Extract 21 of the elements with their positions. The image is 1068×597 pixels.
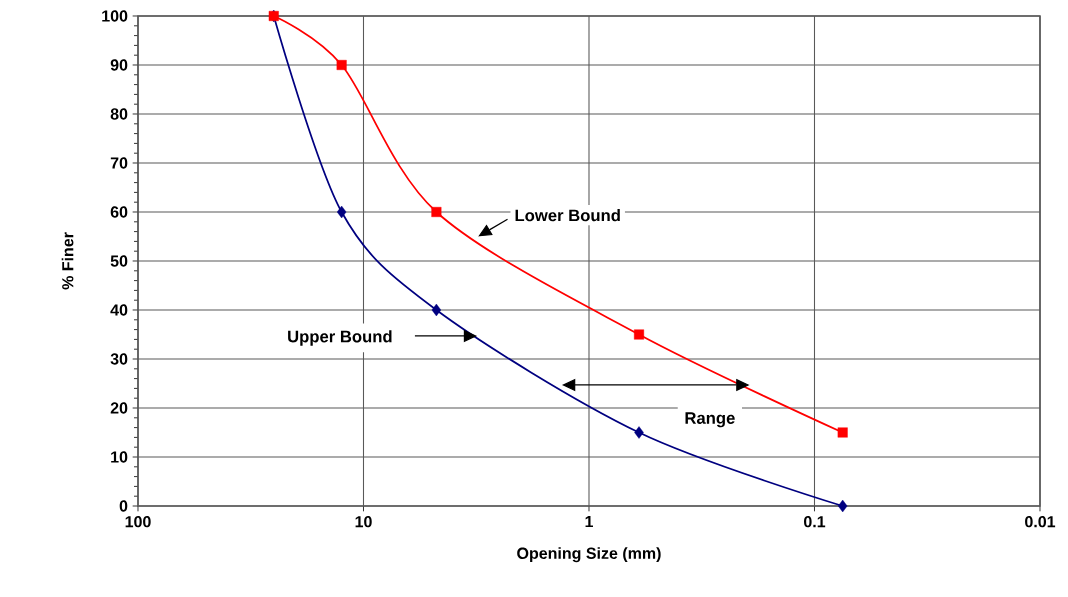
y-tick-label: 0 <box>119 500 128 512</box>
y-tick-label: 50 <box>110 255 128 267</box>
y-tick-label: 30 <box>110 353 128 365</box>
y-tick-label: 10 <box>111 451 128 463</box>
x-tick-label: 0.1 <box>804 516 826 528</box>
y-tick-label: 80 <box>110 108 128 120</box>
y-tick-label: 100 <box>102 10 128 22</box>
x-tick-label: 1 <box>585 516 593 528</box>
x-tick-label: 0.01 <box>1025 516 1056 528</box>
y-tick-label: 60 <box>110 206 128 218</box>
x-tick-label: 100 <box>125 516 151 528</box>
annotation: Lower Bound <box>515 209 620 222</box>
annotation: Upper Bound <box>288 330 392 346</box>
y-tick-label: 20 <box>110 402 128 414</box>
x-tick-label: 10 <box>355 516 372 528</box>
x-axis-title: Opening Size (mm) <box>517 547 661 563</box>
y-tick-label: 70 <box>110 157 128 169</box>
y-tick-label: 90 <box>110 59 128 71</box>
y-tick-label: 40 <box>110 304 128 316</box>
y-axis-title: % Finer <box>61 232 74 290</box>
annotation: Range <box>685 412 735 428</box>
